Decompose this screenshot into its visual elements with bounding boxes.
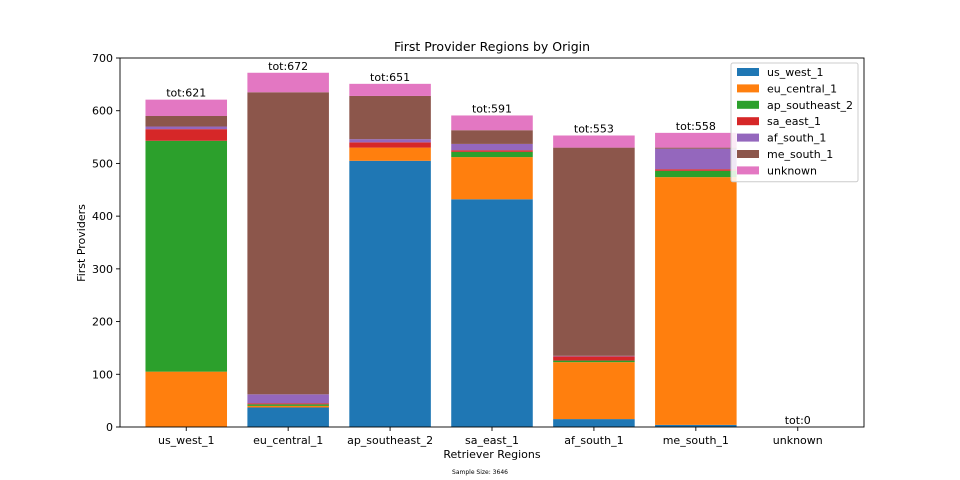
- legend-label-sa_east_1: sa_east_1: [767, 115, 821, 128]
- bar-me_south_1-eu_central_1: [655, 177, 737, 425]
- legend: us_west_1 eu_central_1 ap_southeast_2 sa_ea…: [730, 62, 859, 183]
- bar-af_south_1-us_west_1: [553, 419, 635, 427]
- legend-swatch-eu_central_1: [737, 84, 759, 93]
- legend-box: [730, 62, 859, 183]
- x-tick-label: af_south_1: [564, 434, 623, 447]
- x-tick-label: sa_east_1: [465, 434, 519, 447]
- y-tick-label: 100: [92, 368, 113, 381]
- bar-us_west_1-unknown: [145, 99, 228, 116]
- bars-layer: [145, 72, 737, 428]
- bar-us_west_1-eu_central_1: [145, 371, 228, 427]
- bar-eu_central_1-af_south_1: [247, 394, 329, 404]
- legend-label-us_west_1: us_west_1: [767, 66, 824, 79]
- y-tick-label: 600: [92, 105, 113, 118]
- legend-label-ap_southeast_2: ap_southeast_2: [767, 99, 853, 112]
- total-label: tot:621: [166, 87, 206, 100]
- total-label: tot:558: [676, 120, 716, 133]
- x-axis-label: Retriever Regions: [443, 448, 541, 461]
- legend-swatch-sa_east_1: [737, 117, 759, 126]
- legend-label-unknown: unknown: [767, 164, 817, 177]
- bar-me_south_1-af_south_1: [655, 148, 737, 170]
- bar-me_south_1-unknown: [655, 132, 737, 148]
- total-labels: tot:621 tot:672 tot:651 tot:591 tot:553 tot:5…: [166, 60, 811, 427]
- bar-eu_central_1-sa_east_1: [247, 403, 329, 405]
- bar-ap_southeast_2-sa_east_1: [349, 142, 431, 148]
- bar-af_south_1-unknown: [553, 135, 635, 148]
- bar-af_south_1-ap_southeast_2: [553, 360, 635, 363]
- legend-swatch-us_west_1: [737, 68, 759, 76]
- bar-ap_southeast_2-me_south_1: [349, 95, 431, 140]
- sample-size-note: Sample Size: 3646: [452, 469, 508, 476]
- legend-swatch-me_south_1: [737, 150, 759, 158]
- bar-ap_southeast_2-us_west_1: [349, 160, 431, 428]
- bar-sa_east_1-af_south_1: [451, 143, 533, 151]
- y-tick-label: 300: [92, 263, 113, 276]
- y-axis-label: First Providers: [75, 204, 88, 282]
- bar-sa_east_1-sa_east_1: [451, 150, 533, 152]
- total-label: tot:0: [785, 414, 811, 427]
- bar-ap_southeast_2-unknown: [349, 83, 431, 96]
- bar-sa_east_1-ap_southeast_2: [451, 151, 533, 158]
- y-tick-label: 400: [92, 210, 113, 223]
- bar-me_south_1-ap_southeast_2: [655, 170, 737, 178]
- bar-sa_east_1-unknown: [451, 115, 533, 131]
- legend-label-eu_central_1: eu_central_1: [767, 82, 837, 95]
- total-label: tot:591: [472, 102, 512, 115]
- bar-af_south_1-af_south_1: [553, 355, 635, 357]
- bar-sa_east_1-eu_central_1: [451, 157, 533, 200]
- x-tick-label: me_south_1: [663, 434, 729, 447]
- chart-title: First Provider Regions by Origin: [394, 39, 590, 54]
- bar-eu_central_1-eu_central_1: [247, 405, 329, 408]
- bar-me_south_1-us_west_1: [655, 424, 737, 427]
- y-tick-label: 700: [92, 52, 113, 65]
- y-tick-label: 0: [106, 421, 113, 434]
- y-tick-label: 200: [92, 316, 113, 329]
- legend-label-me_south_1: me_south_1: [767, 148, 833, 161]
- total-label: tot:651: [370, 71, 410, 84]
- x-tick-label: eu_central_1: [253, 434, 323, 447]
- bar-us_west_1-ap_southeast_2: [145, 140, 228, 372]
- bar-ap_southeast_2-eu_central_1: [349, 147, 431, 161]
- bar-eu_central_1-me_south_1: [247, 92, 329, 395]
- y-axis: 0 100 200 300 400 500 600 700: [92, 52, 120, 434]
- legend-swatch-af_south_1: [737, 133, 759, 142]
- x-tick-label: unknown: [773, 434, 823, 447]
- bar-eu_central_1-unknown: [247, 72, 329, 93]
- total-label: tot:553: [574, 122, 614, 135]
- bar-us_west_1-me_south_1: [145, 115, 228, 127]
- bar-af_south_1-sa_east_1: [553, 356, 635, 361]
- legend-swatch-ap_southeast_2: [737, 100, 759, 109]
- bar-ap_southeast_2-af_south_1: [349, 139, 431, 143]
- total-label: tot:672: [268, 60, 308, 73]
- bar-us_west_1-af_south_1: [145, 126, 228, 130]
- bar-me_south_1-sa_east_1: [655, 169, 737, 171]
- bar-eu_central_1-ap_southeast_2: [247, 404, 329, 406]
- bar-me_south_1-me_south_1: [655, 147, 737, 149]
- x-tick-label: us_west_1: [158, 434, 215, 447]
- y-tick-label: 500: [92, 157, 113, 170]
- bar-sa_east_1-me_south_1: [451, 130, 533, 144]
- bar-eu_central_1-us_west_1: [247, 407, 329, 427]
- x-tick-label: ap_southeast_2: [347, 434, 433, 447]
- x-axis: us_west_1 eu_central_1 ap_southeast_2 sa_ea…: [158, 427, 823, 447]
- bar-us_west_1-sa_east_1: [145, 129, 228, 141]
- legend-label-af_south_1: af_south_1: [767, 132, 826, 145]
- bar-af_south_1-eu_central_1: [553, 362, 635, 420]
- bar-af_south_1-me_south_1: [553, 147, 635, 356]
- legend-swatch-unknown: [737, 166, 759, 175]
- bar-sa_east_1-us_west_1: [451, 199, 533, 427]
